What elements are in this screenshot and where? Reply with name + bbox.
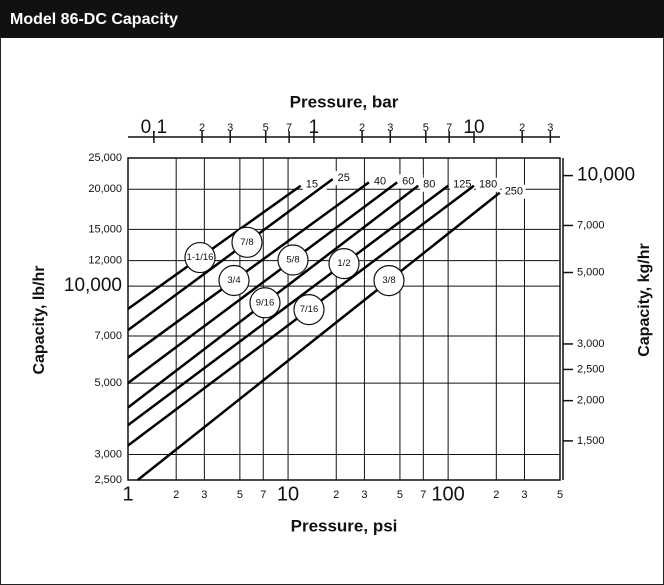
size-label: 3/4 xyxy=(227,275,240,286)
size-badge xyxy=(373,264,405,297)
header-bar xyxy=(0,0,664,38)
y2-tick-label: 7,000 xyxy=(577,219,605,231)
y2-tick-label: 10,000 xyxy=(577,165,635,186)
end-label: 125 xyxy=(453,179,471,191)
y-tick-label: 2,500 xyxy=(94,474,122,486)
y-tick-label: 12,000 xyxy=(88,255,122,267)
end-label: 250 xyxy=(505,186,523,198)
capacity-line xyxy=(127,178,334,332)
x2-tick-label: 5 xyxy=(263,122,269,134)
x2-tick-label: 10 xyxy=(463,117,484,138)
x2-tick-label: 3 xyxy=(387,122,393,134)
y-tick-label: 20,000 xyxy=(88,183,122,195)
x-tick-label: 10 xyxy=(277,483,299,505)
end-label: 25 xyxy=(338,172,350,184)
x-tick-label: 3 xyxy=(201,489,207,501)
x2-tick-label: 3 xyxy=(227,122,233,134)
x-tick-label: 2 xyxy=(173,489,179,501)
y-tick-label: 7,000 xyxy=(94,330,122,342)
capacity-line xyxy=(136,191,501,481)
size-badge xyxy=(218,264,250,297)
y-tick-label: 10,000 xyxy=(64,275,122,296)
y-tick-label: 5,000 xyxy=(94,377,122,389)
y2-tick-label: 2,500 xyxy=(577,363,605,375)
end-label-bg xyxy=(420,177,445,192)
y-tick-label: 3,000 xyxy=(94,448,122,460)
x-tick-label: 3 xyxy=(521,489,527,501)
size-label: 1/2 xyxy=(337,258,350,269)
x2-tick-label: 7 xyxy=(446,122,452,134)
y2-axis-title: Capacity, kg/hr xyxy=(636,243,653,357)
size-label: 7/16 xyxy=(300,304,319,315)
end-label: 80 xyxy=(423,179,435,191)
x-tick-label: 1 xyxy=(122,483,133,505)
y-tick-label: 25,000 xyxy=(88,152,122,164)
size-label: 7/8 xyxy=(240,237,253,248)
end-label: 40 xyxy=(374,175,386,187)
x2-tick-label: 5 xyxy=(423,122,429,134)
size-badge xyxy=(328,248,360,280)
end-label-bg xyxy=(450,177,475,192)
y2-tick-label: 5,000 xyxy=(577,266,605,278)
y-tick-label: 15,000 xyxy=(88,223,122,235)
y2-tick-label: 1,500 xyxy=(577,435,605,447)
size-label: 1-1/16 xyxy=(187,252,214,263)
x2-tick-label: 3 xyxy=(547,122,553,134)
x-tick-label: 2 xyxy=(333,489,339,501)
y-axis-title: Capacity, lb/hr xyxy=(31,265,48,374)
x-tick-label: 5 xyxy=(397,489,403,501)
x-tick-label: 100 xyxy=(431,483,464,505)
y2-tick-label: 2,000 xyxy=(577,395,605,407)
end-label: 15 xyxy=(306,179,318,191)
size-badge xyxy=(231,226,263,258)
size-badge xyxy=(277,244,309,276)
x2-axis-title: Pressure, bar xyxy=(290,92,399,111)
size-badge xyxy=(293,293,325,326)
capacity-line xyxy=(127,184,302,310)
size-badge xyxy=(184,241,216,274)
x2-tick-label: 2 xyxy=(199,122,205,134)
end-label: 180 xyxy=(479,179,497,191)
capacity-line xyxy=(127,181,398,385)
x2-tick-label: 1 xyxy=(309,117,320,138)
x-tick-label: 3 xyxy=(361,489,367,501)
x2-tick-label: 2 xyxy=(519,122,525,134)
end-label: 60 xyxy=(402,175,414,187)
size-label: 5/8 xyxy=(286,255,299,266)
header-title: Model 86-DC Capacity xyxy=(10,11,178,28)
capacity-line xyxy=(127,184,449,427)
x-tick-label: 7 xyxy=(260,489,266,501)
size-badge xyxy=(249,287,281,319)
size-label: 9/16 xyxy=(256,297,275,308)
end-label-bg xyxy=(501,184,526,199)
x-tick-label: 5 xyxy=(557,489,563,501)
end-label-bg xyxy=(399,174,424,189)
x2-tick-label: 2 xyxy=(359,122,365,134)
size-label: 3/8 xyxy=(382,275,395,286)
x-tick-label: 5 xyxy=(237,489,243,501)
end-label-bg xyxy=(475,177,500,192)
x-tick-label: 2 xyxy=(493,489,499,501)
x2-tick-label: 0.1 xyxy=(141,117,167,138)
end-label-bg xyxy=(334,171,359,186)
x-tick-label: 7 xyxy=(420,489,426,501)
y2-tick-label: 3,000 xyxy=(577,338,605,350)
end-label-bg xyxy=(370,174,395,189)
x2-tick-label: 7 xyxy=(286,122,292,134)
x-axis-title: Pressure, psi xyxy=(291,516,398,535)
capacity-line xyxy=(127,181,370,359)
